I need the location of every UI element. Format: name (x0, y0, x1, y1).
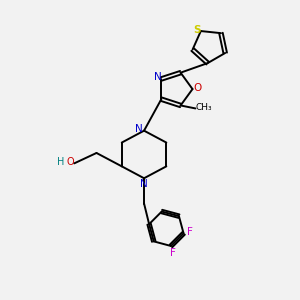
Text: N: N (135, 124, 142, 134)
Text: N: N (140, 178, 148, 189)
Text: N: N (154, 72, 162, 82)
Text: O: O (67, 157, 74, 167)
Text: O: O (194, 82, 202, 93)
Text: S: S (194, 25, 201, 34)
Text: F: F (170, 248, 176, 257)
Text: H: H (57, 157, 64, 167)
Text: CH₃: CH₃ (196, 103, 212, 112)
Text: F: F (187, 227, 193, 237)
